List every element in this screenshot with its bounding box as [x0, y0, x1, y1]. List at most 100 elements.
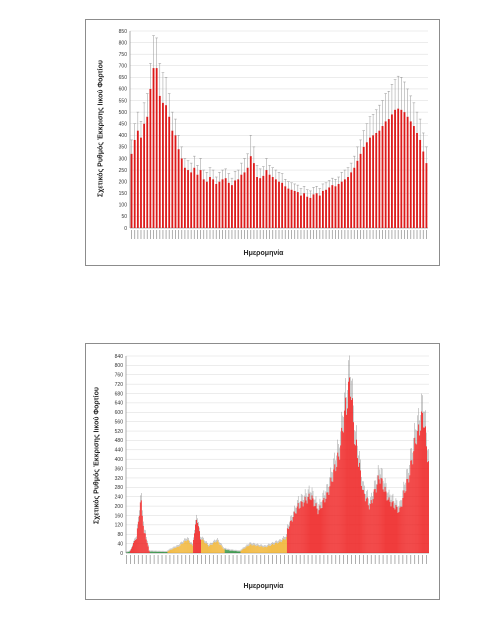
bar [382, 489, 384, 553]
bar [257, 545, 259, 553]
bar [127, 552, 128, 553]
bar [136, 528, 138, 553]
bar [140, 500, 142, 553]
bar [407, 478, 409, 553]
x-tick-mark [410, 555, 412, 564]
x-tick-mark [240, 230, 242, 239]
bar [183, 542, 185, 553]
bar [220, 545, 222, 553]
bar [213, 541, 215, 553]
bar [356, 439, 357, 553]
bar [174, 548, 176, 553]
bar [414, 437, 416, 553]
bar [187, 539, 189, 553]
bar [181, 543, 183, 553]
bar [417, 430, 419, 553]
bar [294, 513, 296, 553]
x-tick-mark [248, 555, 250, 564]
bar [240, 550, 242, 553]
bar [423, 427, 424, 553]
bar [312, 194, 315, 228]
bar [188, 540, 190, 553]
x-tick-mark [391, 230, 393, 239]
bar [298, 508, 300, 553]
bar [338, 456, 340, 553]
x-tick-mark [130, 555, 131, 564]
bar [409, 475, 411, 553]
x-tick-mark [171, 230, 173, 239]
bar [309, 197, 312, 228]
bar [270, 545, 272, 553]
x-tick-mark [344, 230, 346, 239]
y-tick-label: 160 [115, 513, 124, 519]
bar [333, 469, 335, 553]
bar [357, 458, 358, 553]
x-tick-mark [165, 230, 167, 239]
x-tick-mark [140, 230, 142, 239]
x-tick-mark [357, 230, 358, 239]
bar [272, 543, 273, 553]
bar [302, 506, 304, 553]
bar [184, 540, 186, 553]
bar [206, 543, 207, 553]
bar [264, 546, 266, 553]
bar [274, 544, 275, 553]
bar [421, 411, 423, 553]
bar [284, 539, 286, 553]
x-tick-mark [407, 230, 409, 239]
bar [239, 551, 241, 553]
bar [315, 503, 317, 553]
bar [280, 541, 281, 553]
x-tick-mark [347, 230, 349, 239]
bar [199, 531, 200, 553]
bar [393, 507, 395, 553]
bar [391, 502, 393, 553]
x-tick-mark [386, 555, 388, 564]
bar [409, 121, 412, 228]
y-axis-label: Σχετικός Ρυθμός Έκκρισης Ιικού Φορτίου [97, 60, 105, 197]
bar [292, 516, 294, 553]
x-tick-mark [187, 230, 189, 239]
x-tick-mark [168, 230, 170, 239]
bar [271, 177, 274, 228]
y-axis-label: Σχετικός Ρυθμός Έκκρισης Ιικού Φορτίου [93, 387, 101, 524]
x-tick-mark [236, 555, 238, 564]
bar [300, 501, 302, 553]
bar [137, 521, 139, 553]
bar [420, 430, 422, 553]
bar [400, 506, 402, 553]
bar [128, 551, 129, 553]
bar [209, 177, 211, 228]
y-tick-label: 250 [119, 168, 128, 174]
bar [156, 551, 158, 553]
bar [152, 68, 155, 228]
y-tick-label: 640 [115, 401, 124, 407]
x-tick-mark [359, 555, 360, 564]
bar [133, 540, 135, 553]
x-tick-mark [319, 555, 321, 564]
bar [241, 550, 243, 553]
x-tick-mark [181, 555, 183, 564]
bar [168, 116, 171, 228]
bar [288, 526, 290, 553]
bar [185, 540, 187, 553]
bar [281, 542, 282, 553]
y-tick-label: 440 [115, 448, 124, 454]
bar [322, 500, 324, 553]
bar [151, 551, 153, 553]
bar [377, 475, 379, 553]
x-tick-mark [234, 230, 236, 239]
y-tick-label: 240 [115, 495, 124, 501]
bar [400, 109, 403, 228]
bar [232, 550, 234, 553]
x-tick-mark [331, 230, 333, 239]
bar [287, 529, 289, 553]
x-tick-mark [366, 230, 368, 239]
x-tick-mark [224, 555, 226, 564]
bar [207, 544, 208, 553]
x-tick-mark [303, 230, 305, 239]
bar [170, 549, 172, 553]
bar [369, 503, 371, 553]
bar [358, 462, 360, 553]
x-tick-mark [426, 555, 427, 564]
